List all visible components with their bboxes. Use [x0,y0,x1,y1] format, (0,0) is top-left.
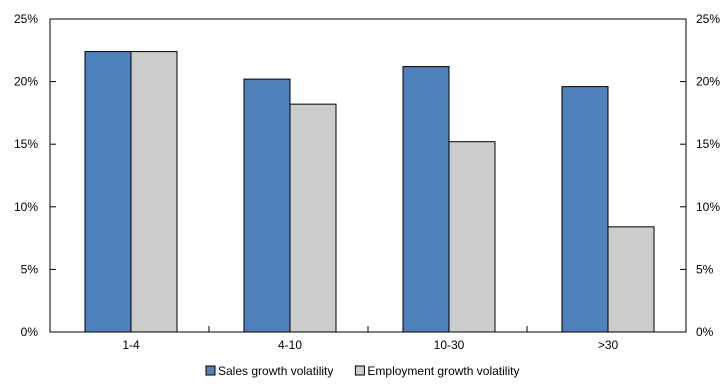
legend-label-0: Sales growth volatility [218,364,333,378]
y-tick-label-right-3: 15% [696,137,720,151]
bar-employment-3 [607,226,655,333]
y-tick-label-right-1: 5% [696,262,714,276]
bar-employment-2 [448,141,496,333]
axes-group: 0% 0% 5% 5% 10% 10% 15% 15% 20% 20% 25% 25% 1-4 4-10 1… [14,12,720,352]
legend-swatch-1 [354,365,365,376]
bar-sales-2 [402,66,450,333]
legend-label-1: Employment growth volatility [367,364,519,378]
bar-employment-0 [130,51,178,333]
y-tick-label-left-2: 10% [14,200,38,214]
legend-swatch-0 [205,365,216,376]
x-tick-label-1: 4-10 [278,338,302,352]
bar-sales-1 [243,78,291,333]
bar-sales-0 [84,51,132,333]
y-tick-label-left-3: 15% [14,137,38,151]
y-tick-label-left-0: 0% [21,325,39,339]
y-tick-label-left-1: 5% [21,262,39,276]
y-tick-label-left-4: 20% [14,75,38,89]
y-tick-label-right-4: 20% [696,75,720,89]
legend: Sales growth volatility Employment growth… [205,364,519,378]
bar-employment-1 [289,103,337,333]
y-tick-label-right-0: 0% [696,325,714,339]
bars-group [84,51,655,333]
x-tick-label-0: 1-4 [122,338,140,352]
x-tick-label-2: 10-30 [434,338,465,352]
x-tick-label-3: >30 [598,338,619,352]
bar-sales-3 [561,86,609,333]
y-tick-label-right-5: 25% [696,12,720,26]
y-tick-label-right-2: 10% [696,200,720,214]
y-tick-label-left-5: 25% [14,12,38,26]
